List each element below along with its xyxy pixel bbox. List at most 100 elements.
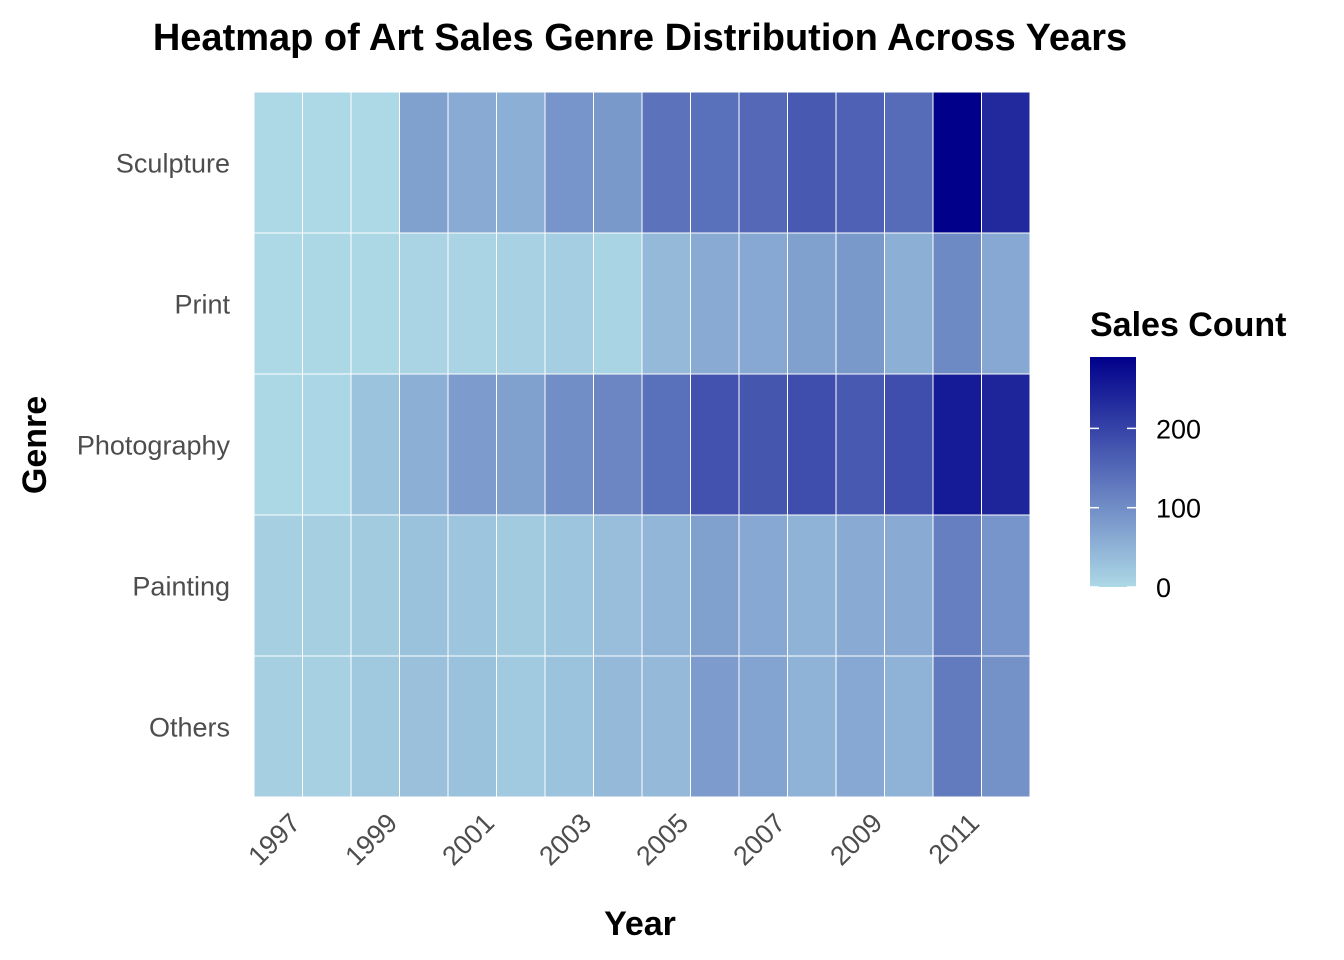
x-axis-ticks: 1997 1999 2001 2003 2005 2007 2009 2011 bbox=[242, 808, 985, 872]
heatmap-cell-photography-2005 bbox=[641, 373, 691, 516]
heatmap-cell-photography-1998 bbox=[302, 373, 352, 516]
heatmap-cell-others-2001 bbox=[447, 655, 497, 798]
heatmap-cell-photography-2012 bbox=[981, 373, 1031, 516]
y-tick-label: Painting bbox=[132, 572, 230, 602]
heatmap-cell-painting-2000 bbox=[399, 514, 449, 657]
heatmap-cell-painting-2001 bbox=[447, 514, 497, 657]
heatmap-cell-painting-2009 bbox=[835, 514, 885, 657]
heatmap-cell-sculpture-2009 bbox=[835, 91, 885, 234]
heatmap-cell-sculpture-1999 bbox=[350, 91, 400, 234]
colorbar-tick-label: 0 bbox=[1156, 573, 1171, 603]
heatmap-cell-sculpture-2003 bbox=[544, 91, 594, 234]
heatmap-cell-sculpture-1998 bbox=[302, 91, 352, 234]
colorbar-title: Sales Count bbox=[1090, 306, 1286, 344]
colorbar-tick-label: 200 bbox=[1156, 414, 1201, 444]
colorbar-ticks: 0 100 200 bbox=[1090, 414, 1201, 603]
heatmap-cell-painting-2005 bbox=[641, 514, 691, 657]
y-tick-label: Sculpture bbox=[116, 149, 230, 179]
heatmap-cell-painting-2007 bbox=[738, 514, 788, 657]
heatmap-cell-others-2006 bbox=[690, 655, 740, 798]
heatmap-cell-photography-2008 bbox=[787, 373, 837, 516]
heatmap-cell-others-2011 bbox=[932, 655, 982, 798]
heatmap-cell-print-2005 bbox=[641, 232, 691, 375]
heatmap-cell-print-2008 bbox=[787, 232, 837, 375]
heatmap-cell-photography-2010 bbox=[884, 373, 934, 516]
heatmap-cell-print-2002 bbox=[496, 232, 546, 375]
heatmap-cell-others-1997 bbox=[253, 655, 303, 798]
y-axis-title: Genre bbox=[16, 396, 54, 494]
heatmap-cell-others-2007 bbox=[738, 655, 788, 798]
heatmap-cell-others-2005 bbox=[641, 655, 691, 798]
heatmap-cell-print-1998 bbox=[302, 232, 352, 375]
heatmap-cell-print-2010 bbox=[884, 232, 934, 375]
heatmap-cell-photography-1999 bbox=[350, 373, 400, 516]
heatmap-cell-photography-2001 bbox=[447, 373, 497, 516]
heatmap-cell-painting-1999 bbox=[350, 514, 400, 657]
heatmap-cell-others-1999 bbox=[350, 655, 400, 798]
heatmap-cell-print-1999 bbox=[350, 232, 400, 375]
heatmap-cell-sculpture-1997 bbox=[253, 91, 303, 234]
y-tick-label: Photography bbox=[77, 431, 231, 461]
heatmap-cell-painting-2012 bbox=[981, 514, 1031, 657]
x-tick-label: 2001 bbox=[436, 808, 500, 872]
heatmap-cell-sculpture-2008 bbox=[787, 91, 837, 234]
heatmap-cell-painting-2011 bbox=[932, 514, 982, 657]
colorbar-legend: Sales Count 0 100 200 bbox=[1090, 306, 1286, 603]
heatmap-cell-painting-2006 bbox=[690, 514, 740, 657]
heatmap-cell-sculpture-2012 bbox=[981, 91, 1031, 234]
heatmap-cell-painting-2004 bbox=[593, 514, 643, 657]
heatmap-cell-others-2012 bbox=[981, 655, 1031, 798]
y-axis-ticks: Others Painting Photography Print Sculpture bbox=[77, 149, 231, 743]
heatmap-cell-print-2004 bbox=[593, 232, 643, 375]
heatmap-cell-others-2010 bbox=[884, 655, 934, 798]
heatmap-cell-photography-2000 bbox=[399, 373, 449, 516]
heatmap-cell-sculpture-2002 bbox=[496, 91, 546, 234]
heatmap-cell-painting-1997 bbox=[253, 514, 303, 657]
heatmap-cell-photography-2004 bbox=[593, 373, 643, 516]
heatmap-cell-print-2012 bbox=[981, 232, 1031, 375]
heatmap-cell-sculpture-2001 bbox=[447, 91, 497, 234]
heatmap-cell-photography-2006 bbox=[690, 373, 740, 516]
heatmap-cell-sculpture-2010 bbox=[884, 91, 934, 234]
heatmap-cell-print-2003 bbox=[544, 232, 594, 375]
heatmap-cell-sculpture-2011 bbox=[932, 91, 982, 234]
heatmap-cell-others-2000 bbox=[399, 655, 449, 798]
heatmap-cell-painting-1998 bbox=[302, 514, 352, 657]
y-tick-label: Others bbox=[149, 713, 230, 743]
heatmap-cells bbox=[253, 91, 1031, 798]
heatmap-cell-print-2007 bbox=[738, 232, 788, 375]
heatmap-cell-print-2009 bbox=[835, 232, 885, 375]
heatmap-cell-painting-2003 bbox=[544, 514, 594, 657]
y-tick-label: Print bbox=[174, 290, 230, 320]
heatmap-cell-print-1997 bbox=[253, 232, 303, 375]
heatmap-cell-photography-2011 bbox=[932, 373, 982, 516]
heatmap-cell-others-1998 bbox=[302, 655, 352, 798]
colorbar-gradient bbox=[1090, 357, 1136, 587]
x-tick-label: 2005 bbox=[630, 808, 694, 872]
heatmap-cell-print-2001 bbox=[447, 232, 497, 375]
chart-title: Heatmap of Art Sales Genre Distribution … bbox=[153, 17, 1127, 59]
heatmap-cell-sculpture-2007 bbox=[738, 91, 788, 234]
heatmap-cell-photography-1997 bbox=[253, 373, 303, 516]
heatmap-cell-print-2006 bbox=[690, 232, 740, 375]
x-axis-title: Year bbox=[604, 905, 676, 943]
x-tick-label: 1997 bbox=[242, 808, 306, 872]
heatmap-cell-others-2004 bbox=[593, 655, 643, 798]
heatmap-cell-sculpture-2005 bbox=[641, 91, 691, 234]
x-tick-label: 2003 bbox=[533, 808, 597, 872]
heatmap-cell-photography-2003 bbox=[544, 373, 594, 516]
heatmap-cell-photography-2007 bbox=[738, 373, 788, 516]
heatmap-cell-photography-2002 bbox=[496, 373, 546, 516]
colorbar-tick-label: 100 bbox=[1156, 494, 1201, 524]
x-tick-label: 2011 bbox=[923, 808, 985, 870]
heatmap-cell-others-2003 bbox=[544, 655, 594, 798]
heatmap-cell-others-2002 bbox=[496, 655, 546, 798]
x-tick-label: 1999 bbox=[339, 808, 403, 872]
x-tick-label: 2007 bbox=[727, 808, 791, 872]
heatmap-cell-painting-2002 bbox=[496, 514, 546, 657]
heatmap-cell-painting-2010 bbox=[884, 514, 934, 657]
heatmap-cell-sculpture-2004 bbox=[593, 91, 643, 234]
heatmap-cell-print-2011 bbox=[932, 232, 982, 375]
